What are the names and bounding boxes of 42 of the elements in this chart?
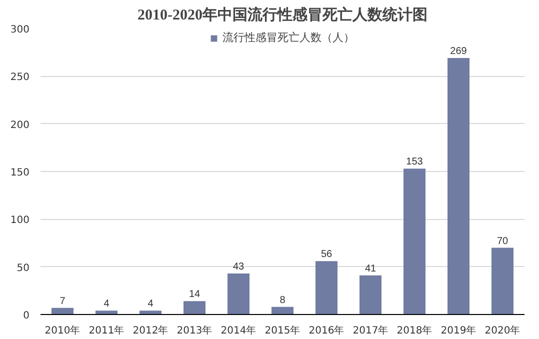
bar — [448, 58, 470, 314]
bar — [272, 306, 294, 314]
data-label: 269 — [450, 46, 468, 58]
bar — [360, 275, 382, 314]
x-tick-label: 2010年 — [44, 324, 80, 336]
data-label: 7 — [60, 296, 66, 307]
x-tick-label: 2013年 — [176, 324, 212, 336]
data-label: 153 — [406, 156, 424, 168]
bar — [184, 301, 206, 314]
x-tick-label: 2012年 — [132, 324, 168, 336]
y-tick-label: 200 — [10, 120, 30, 131]
data-label: 70 — [496, 236, 508, 247]
chart-title: 2010-2020年中国流行性感冒死亡人数统计图 — [138, 6, 428, 24]
legend-label: 流行性感冒死亡人数（人） — [222, 30, 354, 45]
x-tick-label: 2017年 — [352, 324, 388, 336]
y-tick-label: 50 — [16, 262, 30, 274]
y-tick-label: 150 — [10, 168, 30, 178]
bar — [96, 310, 118, 314]
x-tick-label: 2015年 — [264, 324, 300, 336]
data-label: 4 — [148, 298, 154, 310]
bar — [228, 274, 250, 314]
bar — [316, 261, 338, 314]
x-tick-label: 2019年 — [440, 324, 476, 336]
data-label: 56 — [320, 249, 332, 260]
bar — [404, 168, 426, 314]
x-tick-label: 2018年 — [396, 324, 432, 336]
x-tick-label: 2016年 — [308, 324, 344, 336]
x-tick-label: 2020年 — [484, 324, 520, 336]
data-label: 43 — [232, 262, 244, 273]
x-tick-label: 2011年 — [88, 324, 124, 336]
data-label: 4 — [104, 298, 110, 310]
y-tick-label: 250 — [10, 72, 30, 84]
bar — [52, 308, 74, 314]
data-label: 14 — [188, 289, 200, 300]
x-tick-label: 2014年 — [220, 324, 256, 336]
y-tick-label: 300 — [10, 24, 30, 36]
y-tick-label: 0 — [23, 310, 30, 322]
data-label: 41 — [364, 263, 376, 274]
y-tick-label: 100 — [10, 215, 30, 226]
bar — [492, 248, 514, 314]
bar — [140, 310, 162, 314]
data-label: 8 — [280, 294, 286, 306]
